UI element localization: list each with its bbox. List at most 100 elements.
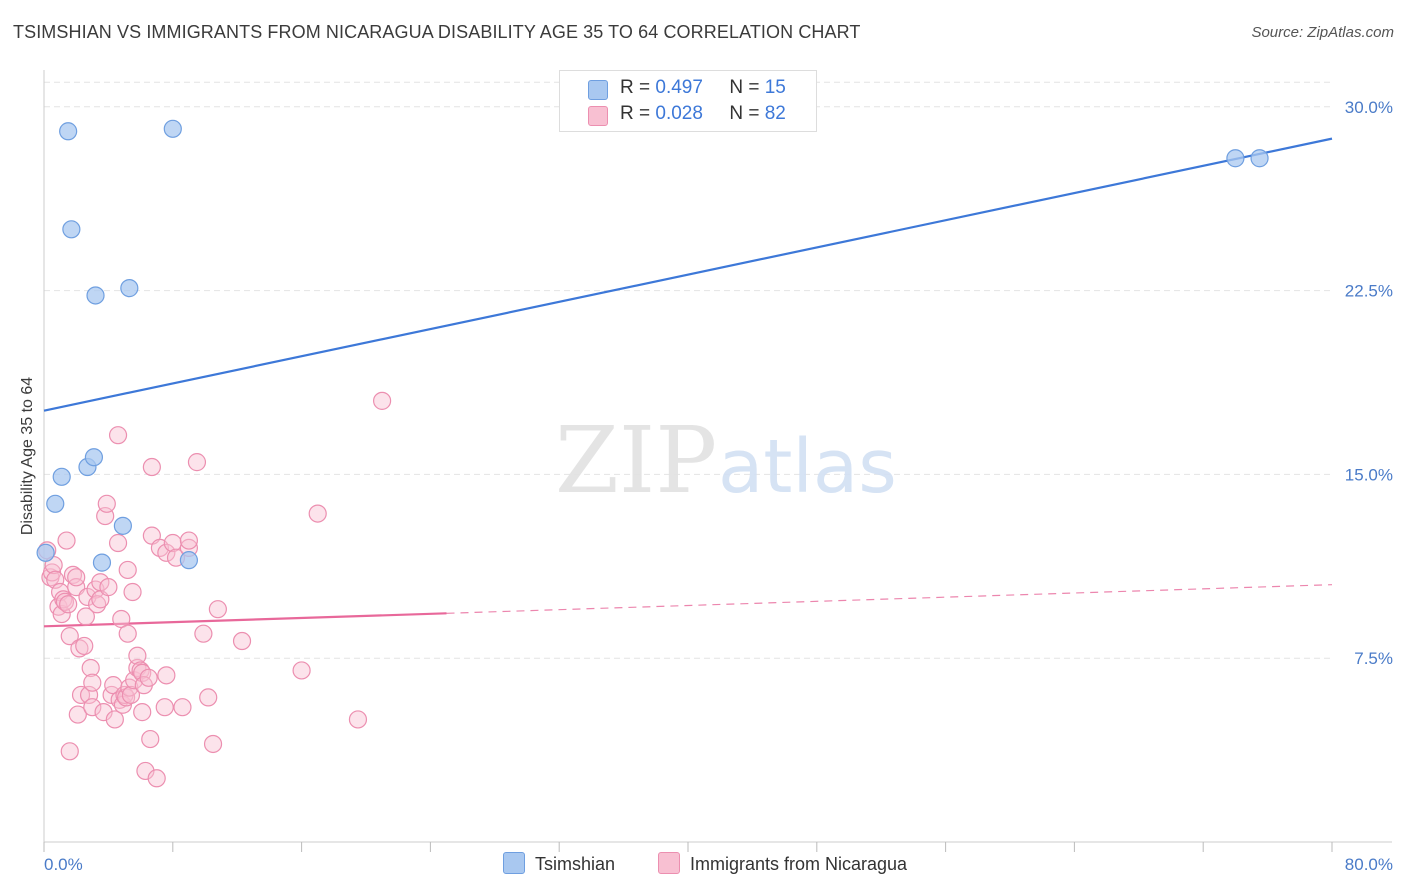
data-point	[179, 531, 198, 550]
axes	[43, 70, 1392, 852]
data-point	[108, 533, 128, 553]
data-point	[52, 467, 71, 486]
data-point	[86, 286, 105, 305]
legend-n-label: N =	[729, 103, 760, 124]
legend-r-value: 0.497	[655, 77, 703, 98]
data-point	[128, 646, 147, 665]
data-point	[60, 742, 79, 761]
data-point	[97, 494, 116, 513]
data-point	[99, 578, 118, 597]
watermark-atlas: atlas	[718, 424, 897, 510]
trend-line	[43, 137, 1333, 412]
trend-line-dashed	[446, 584, 1333, 614]
watermark: ZIP atlas	[555, 407, 897, 514]
data-point	[136, 761, 155, 781]
data-point	[46, 494, 65, 513]
data-point	[36, 543, 55, 562]
data-point	[67, 568, 86, 587]
data-point	[155, 698, 174, 717]
bottom-legend-swatch-nicaragua	[658, 852, 680, 874]
bottom-legend-label: Immigrants from Nicaragua	[690, 854, 908, 874]
data-point	[142, 457, 161, 477]
legend-swatch-tsimshian	[588, 80, 608, 100]
data-point	[208, 600, 227, 619]
data-point	[157, 666, 176, 685]
y-axis-label: Disability Age 35 to 64	[19, 377, 36, 535]
data-point	[121, 685, 141, 705]
legend-r-label: R =	[620, 77, 651, 98]
data-point	[70, 639, 89, 658]
data-point	[59, 595, 78, 614]
y-tick-label: 7.5%	[1354, 649, 1393, 668]
data-point	[57, 531, 76, 550]
data-point	[173, 698, 192, 717]
data-point	[133, 703, 152, 722]
series-tsimshian	[36, 119, 1269, 572]
bottom-legend-nicaragua: Immigrants from Nicaragua	[658, 852, 907, 875]
legend-r-value: 0.028	[655, 103, 703, 124]
data-point	[232, 631, 252, 651]
bottom-legend-tsimshian: Tsimshian	[503, 852, 615, 875]
data-point	[179, 551, 198, 570]
data-point	[139, 668, 158, 687]
y-tick-label: 22.5%	[1345, 282, 1393, 301]
data-point	[76, 607, 95, 626]
data-point	[55, 592, 75, 611]
data-point	[292, 661, 311, 680]
data-point	[120, 279, 139, 298]
data-point	[83, 698, 102, 717]
data-point	[88, 595, 107, 614]
data-point	[94, 703, 113, 722]
legend-swatch-nicaragua	[588, 106, 608, 126]
legend-n-label: N =	[729, 77, 760, 98]
trend-line-solid	[43, 612, 447, 628]
x-tick-label-right: 80.0%	[1345, 855, 1393, 874]
data-point	[348, 710, 368, 729]
data-point	[157, 543, 176, 562]
data-point	[59, 122, 78, 141]
data-point	[84, 448, 104, 467]
data-point	[123, 582, 142, 602]
axis-labels: 7.5% 15.0% 22.5% 30.0% 0.0% 80.0% Disability A…	[19, 98, 1393, 874]
data-point	[81, 658, 100, 678]
stats-legend: R = 0.497 N = 15 R = 0.028 N = 82	[559, 70, 817, 132]
legend-r-label: R =	[620, 103, 651, 124]
data-point	[194, 624, 213, 643]
data-point	[373, 391, 392, 410]
data-point	[62, 220, 81, 239]
data-point	[118, 560, 137, 580]
data-point	[203, 734, 223, 754]
data-point	[83, 673, 102, 692]
data-point	[141, 729, 160, 749]
data-point	[1226, 149, 1245, 168]
data-points	[36, 119, 1269, 788]
data-point	[308, 504, 327, 523]
data-point	[118, 624, 137, 643]
chart-title: TSIMSHIAN VS IMMIGRANTS FROM NICARAGUA D…	[13, 22, 861, 42]
data-point	[1250, 149, 1269, 168]
data-point	[117, 688, 136, 707]
data-point	[163, 533, 182, 553]
data-point	[113, 516, 132, 535]
data-point	[108, 426, 128, 445]
legend-n-value: 82	[764, 103, 786, 124]
source-label: Source: ZipAtlas.com	[1251, 24, 1394, 41]
data-point	[163, 119, 182, 138]
data-point	[75, 636, 94, 656]
data-point	[105, 710, 124, 729]
bottom-legend-label: Tsimshian	[535, 854, 616, 874]
data-point	[68, 705, 87, 724]
bottom-legend-swatch-tsimshian	[503, 852, 525, 874]
trend-lines	[43, 137, 1333, 628]
data-point	[147, 769, 166, 788]
y-tick-label: 15.0%	[1345, 465, 1393, 484]
data-point	[92, 553, 112, 572]
data-point	[187, 453, 207, 472]
legend-n-value: 15	[764, 77, 786, 98]
x-tick-label-left: 0.0%	[44, 855, 83, 874]
data-point	[60, 627, 79, 646]
data-point	[199, 688, 218, 707]
watermark-zip: ZIP	[555, 407, 717, 514]
y-tick-label: 30.0%	[1345, 98, 1393, 117]
